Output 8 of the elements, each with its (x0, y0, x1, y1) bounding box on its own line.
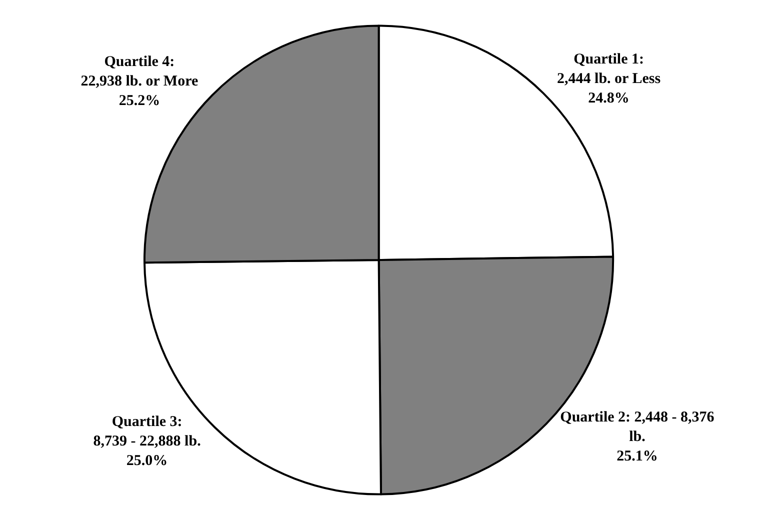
data-label: 25.0% (126, 452, 168, 469)
slice-label: Quartile 1: 2,444 lb. or Less (557, 52, 661, 88)
slice-label: Quartile 2: 2,448 - 8,376 lb. (560, 410, 715, 446)
data-label: 25.2% (118, 93, 160, 110)
data-label: 24.8% (588, 90, 630, 107)
slice-label: Quartile 4: 22,938 lb. or More (80, 54, 198, 90)
data-label: 25.1% (616, 448, 658, 465)
slice-label: Quartile 3: 8,739 - 22,888 lb. (93, 414, 202, 450)
